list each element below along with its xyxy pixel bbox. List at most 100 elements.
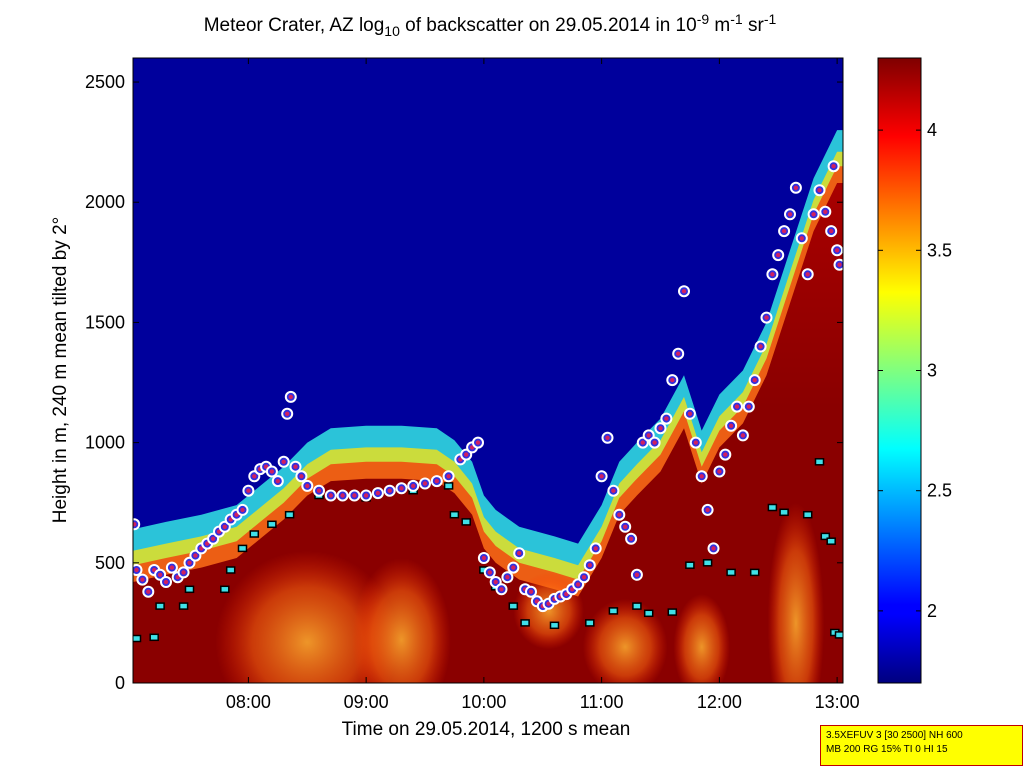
chart-title: Meteor Crater, AZ log10 of backscatter o…	[204, 11, 777, 39]
colorbar-tick-label-2: 2.5	[927, 481, 952, 501]
circle-marker-center-6	[157, 572, 163, 577]
circle-marker-center-52	[499, 587, 504, 592]
y-tick-label-2: 500	[95, 553, 125, 573]
square-marker-34	[802, 510, 813, 519]
circle-marker-center-109	[831, 164, 836, 169]
circle-marker-center-55	[517, 551, 522, 556]
circle-marker-center-85	[693, 440, 698, 445]
circle-marker-center-51	[493, 579, 498, 585]
circle-marker-center-21	[246, 488, 251, 493]
square-marker-23	[585, 619, 595, 627]
circle-marker-center-15	[210, 536, 216, 541]
circle-marker-center-86	[699, 474, 704, 479]
circle-marker-center-103	[799, 236, 804, 241]
square-marker-9	[249, 530, 260, 538]
circle-marker-center-5	[152, 567, 157, 573]
circle-marker-center-39	[387, 488, 392, 493]
circle-marker-center-64	[570, 587, 575, 592]
circle-marker-center-107	[823, 209, 828, 214]
x-tick-label-2: 09:00	[344, 692, 389, 712]
square-marker-20	[508, 602, 519, 610]
circle-marker-series	[133, 160, 843, 613]
circle-marker-center-17	[222, 524, 227, 529]
square-marker-4	[178, 602, 189, 610]
square-marker-21	[520, 619, 530, 627]
colorbar	[877, 57, 922, 684]
circle-marker-center-79	[658, 426, 663, 431]
circle-marker-center-89	[717, 469, 722, 474]
circle-marker-center-12	[193, 553, 198, 558]
circle-marker-center-87	[705, 507, 710, 513]
square-marker-36	[820, 532, 831, 541]
circle-marker-center-44	[446, 474, 451, 479]
circle-marker-center-47	[469, 445, 475, 450]
circle-marker-center-41	[411, 483, 416, 489]
y-tick-label-5: 2000	[85, 192, 125, 212]
circle-marker-center-100	[781, 228, 787, 234]
circle-marker-center-104	[805, 272, 810, 277]
circle-marker-center-49	[481, 555, 487, 561]
circle-marker-center-75	[634, 572, 640, 577]
circle-marker-center-72	[617, 512, 622, 517]
circle-marker-center-38	[375, 490, 381, 496]
circle-marker-center-37	[363, 493, 369, 498]
square-marker-39	[834, 631, 843, 639]
circle-marker-center-54	[511, 565, 516, 570]
bright-region-6	[767, 502, 825, 683]
square-marker-10	[267, 520, 277, 529]
circle-marker-center-14	[205, 541, 210, 546]
circle-marker-center-81	[670, 377, 675, 383]
circle-marker-center-30	[293, 464, 298, 469]
square-marker-24	[608, 607, 619, 615]
circle-marker-center-29	[288, 394, 293, 400]
x-tick-label-3: 10:00	[461, 692, 506, 712]
circle-marker-center-28	[285, 411, 290, 416]
circle-marker-center-66	[581, 575, 587, 580]
circle-marker-center-102	[793, 185, 799, 190]
circle-marker-center-78	[652, 440, 657, 445]
square-marker-3	[155, 602, 165, 610]
circle-marker-center-101	[787, 212, 793, 217]
square-marker-series	[133, 458, 843, 643]
circle-marker-center-1	[133, 522, 137, 527]
square-marker-6	[220, 585, 230, 594]
circle-marker-center-80	[664, 416, 669, 421]
square-marker-26	[643, 609, 654, 618]
circle-marker-center-36	[352, 493, 357, 498]
circle-marker-center-91	[728, 423, 734, 428]
y-tick-label-6: 2500	[85, 72, 125, 92]
circle-marker-center-73	[623, 524, 628, 529]
circle-marker-center-69	[599, 474, 604, 479]
circle-marker-center-27	[281, 459, 286, 464]
x-axis-title: Time on 29.05.2014, 1200 s mean	[342, 719, 631, 740]
x-tick-label-4: 11:00	[580, 692, 624, 712]
square-marker-7	[225, 566, 236, 574]
circle-marker-center-7	[163, 579, 169, 585]
circle-marker-center-74	[628, 536, 634, 541]
circle-marker-center-97	[764, 315, 769, 320]
square-marker-25	[632, 602, 642, 610]
circle-marker-center-3	[140, 577, 145, 582]
circle-marker-center-13	[199, 546, 204, 551]
square-marker-33	[779, 508, 789, 517]
circle-marker-center-83	[681, 289, 687, 294]
circle-marker-center-35	[340, 493, 345, 498]
x-tick-label-1: 08:00	[226, 692, 271, 712]
x-tick-label-6: 13:00	[815, 692, 860, 712]
square-marker-29	[702, 559, 713, 567]
colorbar-tick-label-4: 3.5	[927, 240, 952, 260]
y-tick-label-3: 1000	[85, 433, 125, 453]
bright-region-2	[352, 558, 451, 683]
square-marker-31	[749, 568, 760, 577]
heatmap-bright-regions	[215, 502, 825, 683]
square-marker-16	[449, 510, 460, 519]
circle-marker-center-32	[305, 483, 310, 489]
circle-marker-center-46	[464, 452, 469, 457]
circle-marker-center-34	[328, 493, 333, 498]
circle-marker-center-76	[640, 440, 645, 445]
circle-marker-center-77	[646, 433, 651, 438]
circle-marker-center-67	[587, 563, 592, 568]
circle-marker-center-90	[723, 452, 728, 457]
circle-marker-center-11	[187, 560, 192, 565]
